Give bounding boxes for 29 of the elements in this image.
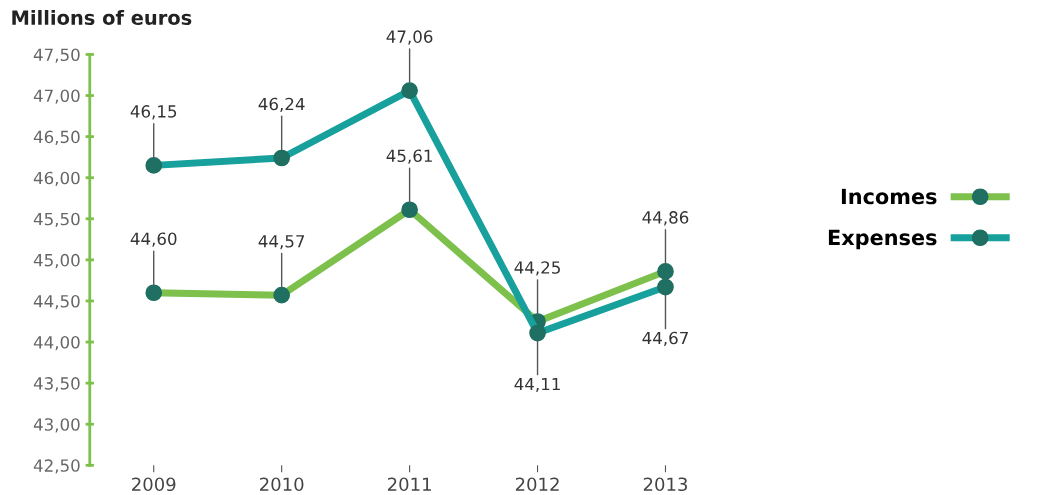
x-tick-label: 2010 <box>260 477 304 492</box>
y-tick-label: 45,00 <box>33 253 80 269</box>
data-label: 44,11 <box>514 377 560 393</box>
y-tick-label: 47,50 <box>33 48 80 63</box>
y-tick-label: 46,00 <box>33 171 80 186</box>
y-tick-label: 43,50 <box>33 377 80 392</box>
data-label: 44,67 <box>642 331 688 347</box>
x-tick-label: 2011 <box>387 477 431 492</box>
y-tick-label: 43,00 <box>33 418 80 433</box>
data-label: 44,25 <box>514 261 560 276</box>
y-tick-label: 44,00 <box>33 336 80 351</box>
x-tick-label: 2009 <box>132 477 176 492</box>
data-label: 45,61 <box>386 149 432 164</box>
y-tick-label: 42,50 <box>33 459 80 474</box>
y-tick-label: 44,50 <box>33 294 80 310</box>
y-tick-label: 45,50 <box>33 212 80 228</box>
legend-label: Incomes <box>841 188 937 205</box>
y-tick-label: 47,00 <box>33 89 80 104</box>
data-label: 46,15 <box>130 105 177 120</box>
data-label: 44,86 <box>642 211 689 226</box>
y-tick-label: 46,50 <box>33 130 80 145</box>
x-tick-label: 2012 <box>515 477 559 492</box>
data-label: 44,60 <box>130 232 177 247</box>
legend-label: Expenses <box>828 229 937 250</box>
x-tick-label: 2013 <box>643 477 688 492</box>
data-label: 44,57 <box>258 235 305 250</box>
data-label: 46,24 <box>258 97 305 113</box>
data-label: 47,06 <box>386 30 433 45</box>
chart-title: Millions of euros <box>12 9 192 26</box>
